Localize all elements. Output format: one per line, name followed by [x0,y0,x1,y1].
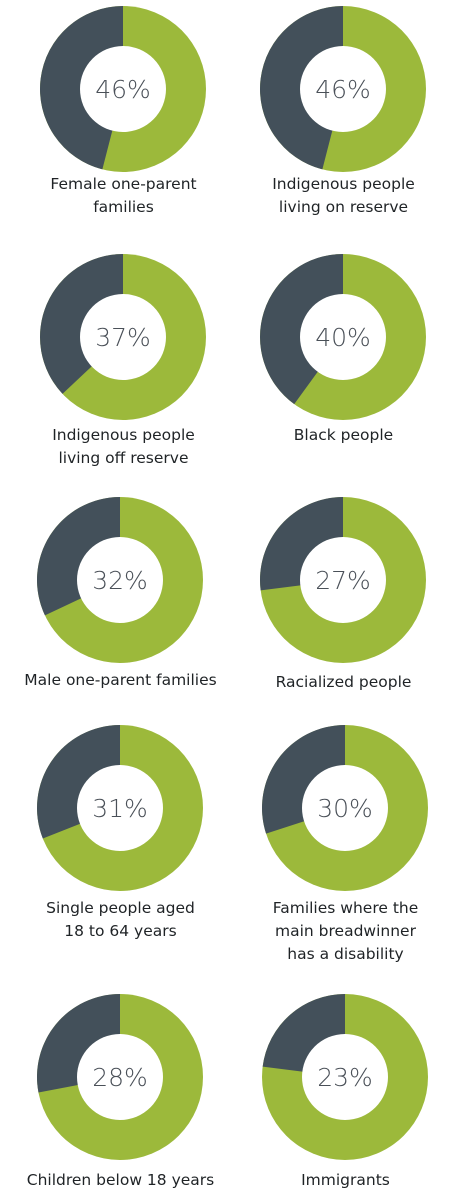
donut-percent-label: 28% [92,1063,148,1092]
donut-center [77,537,163,623]
donut-chart-8: 30% [262,725,428,891]
donut-chart-10: 23% [262,994,428,1160]
donut-center [80,294,166,380]
donut-category-label: Single people aged 18 to 64 years [46,899,195,940]
donut-percent-label: 30% [317,794,373,823]
donut-category-label: Female one-parent families [50,175,197,216]
donut-center [300,537,386,623]
donut-category-label: Male one-parent families [24,671,217,689]
donut-category-label: Black people [293,426,394,444]
donut-chart-6: 27% [260,497,426,663]
donut-category-label: Indigenous people living on reserve [272,175,415,216]
donut-chart-7: 31% [37,725,203,891]
donut-percent-label: 31% [92,794,148,823]
donut-share-slice [39,254,123,394]
donut-chart-1: 46% [40,6,206,172]
donut-center [302,765,388,851]
donut-category-label: Families where the main breadwinner has … [272,899,419,963]
donut-category-label: Children below 18 years [26,1171,215,1189]
donut-chart-3: 37% [39,254,206,420]
donut-center [300,294,386,380]
donut-percent-label: 46% [95,75,151,104]
donut-chart-5: 32% [37,497,203,663]
donut-center [77,1034,163,1120]
donut-center [302,1034,388,1120]
donut-category-label: Immigrants [301,1171,390,1189]
donut-percent-label: 32% [92,566,148,595]
donut-percent-label: 46% [315,75,371,104]
donut-category-label: Indigenous people living off reserve [52,426,195,467]
donut-center [77,765,163,851]
donut-percent-label: 40% [315,323,371,352]
donut-category-label: Racialized people [275,673,412,691]
donut-percent-label: 37% [95,323,151,352]
donut-center [80,46,166,132]
donut-percent-label: 27% [315,566,371,595]
donut-chart-2: 46% [260,6,426,172]
donut-chart-4: 40% [260,254,426,420]
donut-center [300,46,386,132]
donut-percent-label: 23% [317,1063,373,1092]
donut-chart-9: 28% [36,994,203,1160]
